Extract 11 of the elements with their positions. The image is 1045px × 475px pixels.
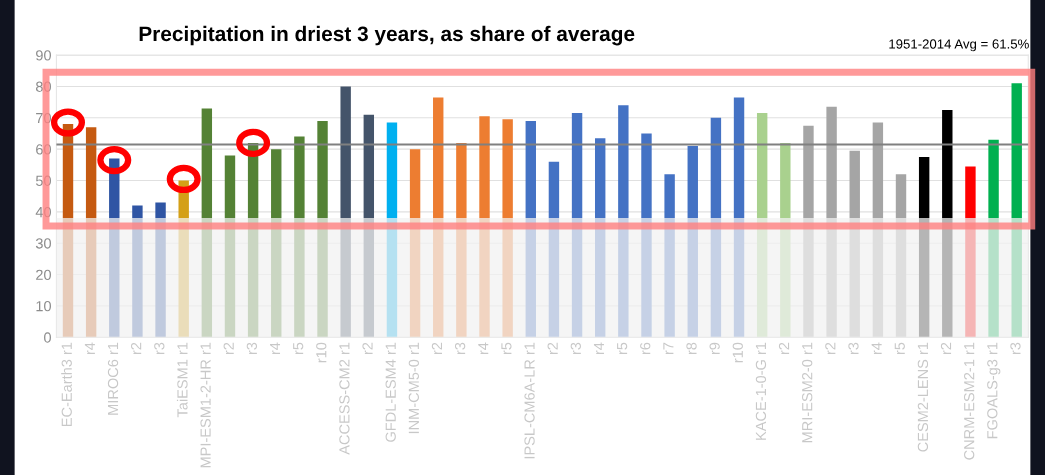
y-tick-label: 50 (35, 175, 51, 186)
text: 1951-2014 Avg = 61.5% (889, 39, 1029, 52)
y-tick-label: 80 (35, 81, 51, 92)
y-tick-label: 0 (44, 332, 51, 343)
y-tick-label: 60 (36, 144, 51, 155)
y-tick-label: 70 (36, 112, 51, 124)
y-tick-label: 90 (36, 50, 51, 61)
y-tick-label: 30 (35, 238, 51, 249)
y-tick-label: 20 (36, 269, 51, 280)
y-tick-label: 10 (36, 301, 51, 312)
chart-title: Precipitation in driest 3 years, as share of average (139, 25, 635, 46)
